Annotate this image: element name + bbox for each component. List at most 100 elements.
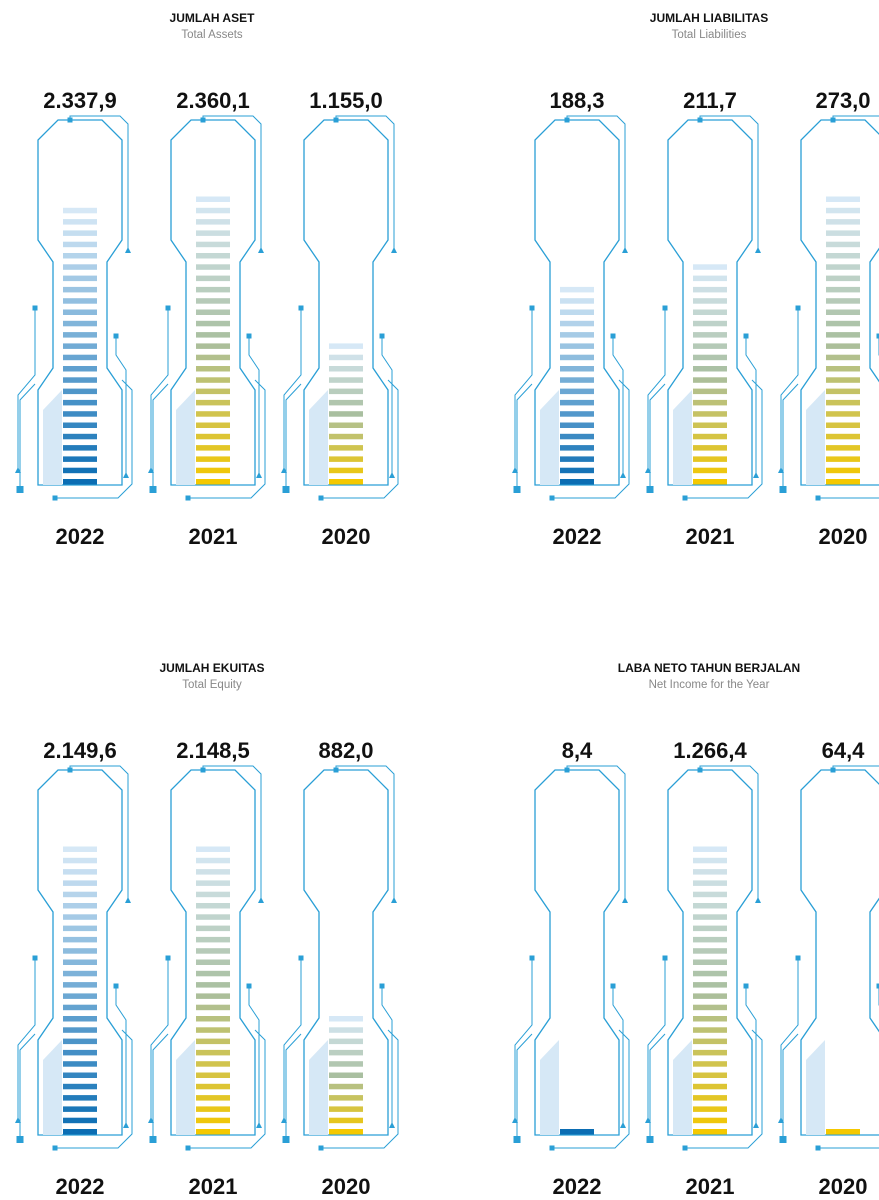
arrow <box>148 1117 154 1123</box>
stripe <box>196 456 230 462</box>
stripe <box>63 343 97 349</box>
stripe <box>329 1106 363 1112</box>
stripe <box>329 354 363 361</box>
stripe <box>693 903 727 909</box>
stripe <box>693 1004 727 1011</box>
node <box>610 333 616 339</box>
bar <box>63 846 97 1135</box>
stripe <box>826 332 860 338</box>
stripe <box>329 1072 363 1078</box>
circuit <box>685 379 763 499</box>
stripe <box>196 993 230 999</box>
node <box>743 333 749 339</box>
stripe <box>329 1129 363 1135</box>
node <box>682 1145 688 1151</box>
node <box>282 486 290 493</box>
glass-shade <box>176 390 195 485</box>
stripe <box>63 914 97 920</box>
stripe <box>196 936 230 943</box>
panel-subtitle: Total Liabilities <box>672 29 747 41</box>
bar <box>329 343 363 485</box>
stripe <box>196 422 230 428</box>
stripe <box>196 196 230 202</box>
bar <box>196 196 230 485</box>
glass-shade <box>806 1040 825 1135</box>
circuit <box>335 115 395 250</box>
stripe <box>63 1095 97 1101</box>
stripe <box>63 456 97 462</box>
stripe <box>329 411 363 417</box>
stripe <box>63 1083 97 1090</box>
stripe <box>196 230 230 236</box>
value-label: 64,4 <box>822 738 866 763</box>
stripe <box>560 1129 594 1135</box>
stripe <box>196 366 230 372</box>
bottle-outline <box>534 119 620 486</box>
stripe <box>196 846 230 852</box>
stripe <box>826 309 860 315</box>
circuit <box>514 958 533 1120</box>
stripe <box>826 399 860 406</box>
panel: JUMLAH ASET Total Assets 2.337,9 2022 2.360,… <box>15 11 399 549</box>
stripe <box>693 1027 727 1033</box>
bar <box>826 196 860 485</box>
stripe <box>196 467 230 474</box>
node <box>697 767 703 773</box>
arrow <box>258 897 264 903</box>
node <box>16 486 24 493</box>
arrow <box>622 247 628 253</box>
stripe <box>693 309 727 315</box>
bar <box>196 846 230 1135</box>
circuit <box>152 1033 169 1139</box>
stripe <box>63 445 97 451</box>
year-label: 2022 <box>553 524 602 549</box>
value-label: 1.266,4 <box>673 738 747 763</box>
circuit <box>780 308 799 470</box>
circuit <box>115 986 127 1125</box>
stripe <box>329 433 363 440</box>
circuit <box>381 986 393 1125</box>
arrow <box>125 247 131 253</box>
arrow <box>512 1117 518 1123</box>
stripe <box>196 925 230 932</box>
node <box>529 305 535 311</box>
node <box>379 333 385 339</box>
stripe <box>196 479 230 485</box>
stripe <box>196 880 230 886</box>
stripe <box>826 467 860 474</box>
circuit <box>152 383 169 489</box>
circuit <box>188 379 266 499</box>
node <box>149 486 157 493</box>
circuit <box>745 986 757 1125</box>
stripe <box>826 219 860 225</box>
stripe <box>196 1106 230 1112</box>
stripe <box>560 388 594 395</box>
circuit <box>17 308 36 470</box>
column: 211,7 2021 <box>645 88 763 549</box>
stripe <box>693 343 727 349</box>
stripe <box>196 1038 230 1045</box>
stripe <box>196 970 230 977</box>
stripe <box>826 264 860 270</box>
node <box>318 1145 324 1151</box>
arrow <box>512 467 518 473</box>
node <box>200 767 206 773</box>
stripe <box>196 914 230 920</box>
stripe <box>196 241 230 248</box>
stripe <box>693 1016 727 1022</box>
stripe <box>693 264 727 270</box>
stripe <box>560 366 594 372</box>
stripe <box>693 982 727 988</box>
stripe <box>196 332 230 338</box>
year-label: 2021 <box>686 524 735 549</box>
stripe <box>826 422 860 428</box>
glass-shade <box>43 390 62 485</box>
stripe <box>196 354 230 361</box>
value-label: 2.149,6 <box>43 738 116 763</box>
stripe <box>63 1072 97 1078</box>
node <box>165 955 171 961</box>
stripe <box>329 366 363 372</box>
stripe <box>329 467 363 474</box>
panel: LABA NETO TAHUN BERJALAN Net Income for t… <box>512 661 879 1199</box>
stripe <box>63 1049 97 1056</box>
